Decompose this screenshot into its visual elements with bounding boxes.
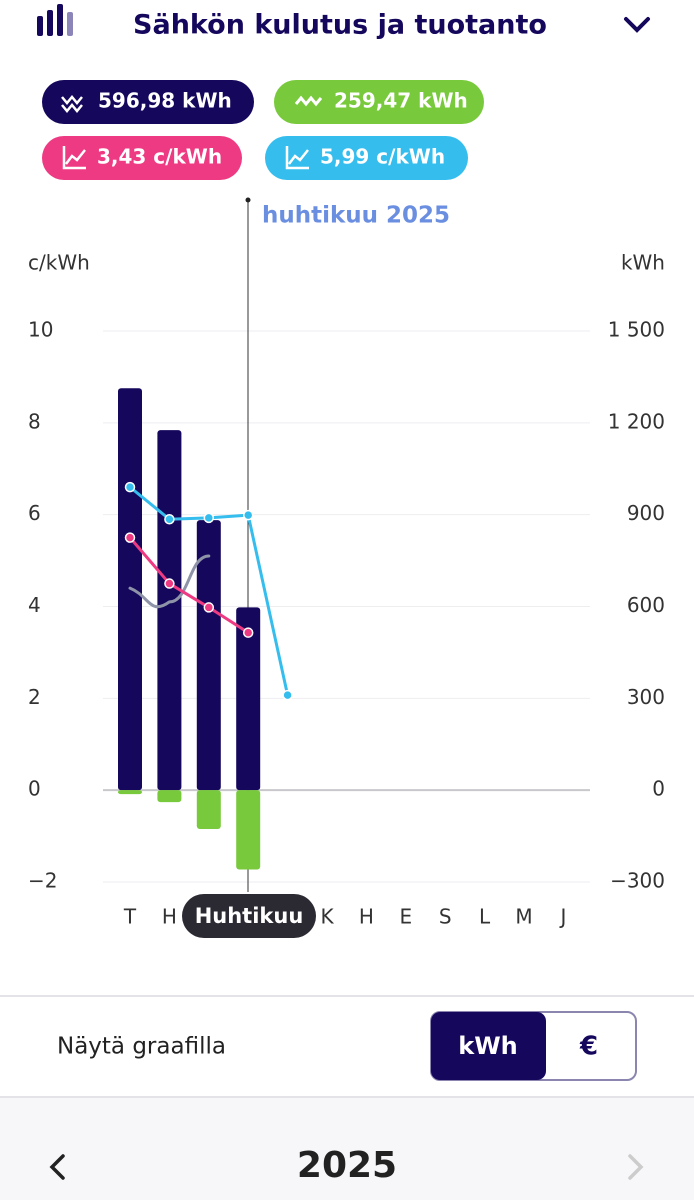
- line-marker: [203, 512, 215, 524]
- y-tick-label: 10: [28, 318, 53, 342]
- menu-icon[interactable]: [37, 4, 73, 36]
- price-pill: [42, 136, 242, 180]
- next-year[interactable]: [628, 1154, 644, 1180]
- x-tick-label: E: [399, 905, 412, 929]
- toggle-kwh-label: kWh: [458, 1032, 518, 1060]
- x-tick-label: K: [320, 905, 334, 929]
- bar: [157, 790, 182, 803]
- consumption-pill: [42, 80, 254, 124]
- production-total: 259,47 kWh: [334, 89, 468, 113]
- x-tick-label: L: [479, 905, 491, 929]
- x-tick-label: T: [123, 905, 137, 929]
- line-marker: [124, 532, 136, 543]
- tooltip-label: Huhtikuu: [195, 904, 304, 928]
- tooltip: [182, 894, 316, 938]
- y2-tick-label: 1 500: [608, 318, 665, 342]
- line: [128, 554, 211, 609]
- year: 2025: [297, 1145, 397, 1186]
- toggle-label: Näytä graafilla: [57, 1034, 226, 1060]
- line-marker: [282, 689, 293, 701]
- y-tick-label: 4: [28, 593, 41, 617]
- y2-tick-label: 600: [627, 593, 665, 617]
- line-marker: [164, 578, 175, 589]
- line-marker: [164, 514, 175, 525]
- toggle-euro[interactable]: €: [579, 1032, 598, 1062]
- y2-tick-label: −300: [610, 869, 665, 893]
- pill-icon: [285, 146, 309, 170]
- bar: [236, 607, 261, 791]
- y2-tick-label: 1 200: [608, 409, 665, 433]
- chart: −2 0 2 4 6 8 10 −300 0 300 600 900 1 200 1 500 T H K H E S L…: [28, 197, 665, 938]
- footer: [0, 1097, 694, 1200]
- x-tick-label: H: [162, 905, 177, 929]
- bar: [196, 520, 221, 791]
- y-tick-label: 0: [28, 777, 41, 801]
- dropdown-chevron[interactable]: [624, 17, 650, 33]
- y2-tick-label: 0: [652, 777, 665, 801]
- toggle-kwh[interactable]: [431, 1012, 546, 1080]
- price-value: 3,43 c/kWh: [97, 145, 222, 169]
- y2-axis-label: kWh: [621, 251, 665, 275]
- line-marker: [124, 481, 136, 493]
- y-axis-label: c/kWh: [28, 251, 90, 275]
- line-marker: [203, 602, 215, 613]
- y-tick-label: −2: [28, 869, 57, 893]
- pill-icon: [62, 146, 86, 170]
- y-tick-label: 8: [28, 409, 41, 433]
- selected-period: huhtikuu 2025: [262, 203, 450, 229]
- x-tick-label: J: [558, 905, 566, 929]
- spot-value: 5,99 c/kWh: [320, 145, 445, 169]
- prev-year[interactable]: [49, 1154, 65, 1180]
- line: [128, 536, 250, 635]
- y2-tick-label: 900: [627, 501, 665, 525]
- selection-dot: [245, 197, 251, 203]
- line-marker: [242, 627, 254, 638]
- y-tick-label: 2: [28, 685, 41, 709]
- x-tick-label: H: [359, 905, 374, 929]
- bar: [118, 790, 142, 795]
- y-tick-label: 6: [28, 501, 41, 525]
- bar: [157, 430, 182, 791]
- y2-tick-label: 300: [627, 685, 665, 709]
- x-tick-label: M: [515, 905, 532, 929]
- bar: [196, 790, 221, 830]
- x-tick-label: S: [439, 905, 452, 929]
- spot-pill: [265, 136, 468, 180]
- pill-icon: [294, 95, 323, 107]
- consumption-total: 596,98 kWh: [98, 89, 232, 113]
- page-title: Sähkön kulutus ja tuotanto: [133, 10, 547, 41]
- line-marker: [242, 509, 254, 521]
- production-pill: [274, 80, 484, 124]
- pill-icon: [61, 95, 83, 113]
- bar: [236, 790, 261, 870]
